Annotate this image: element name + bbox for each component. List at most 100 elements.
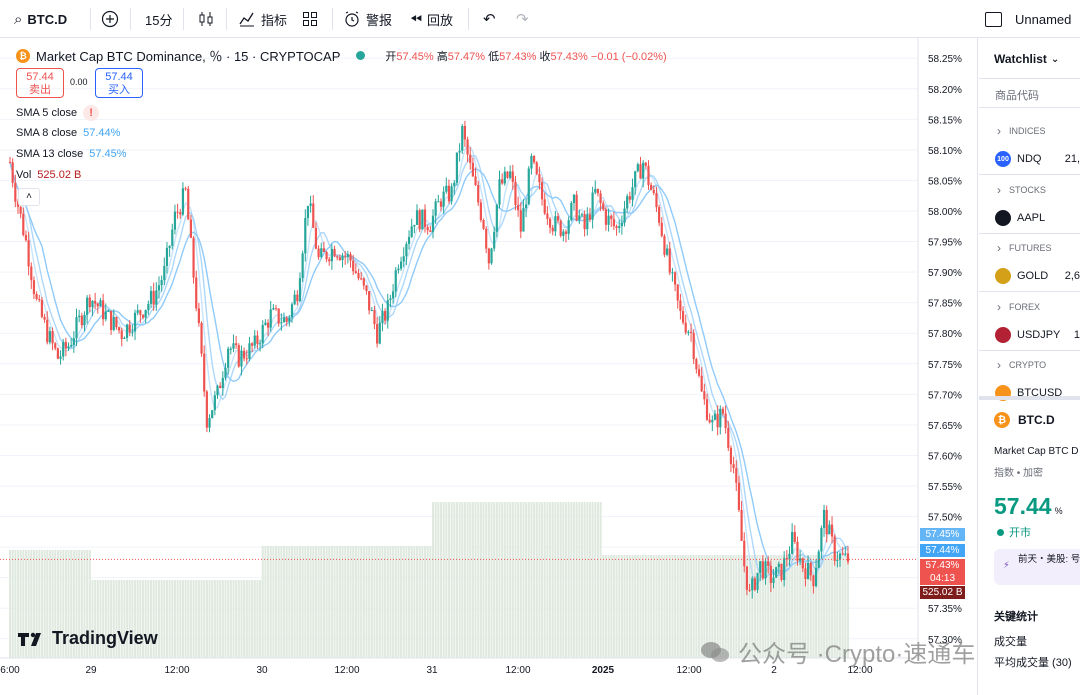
sma8-legend[interactable]: SMA 8 close 57.44% [16, 127, 120, 139]
replay-button[interactable]: ⏪︎ 回放 [410, 0, 453, 38]
candle-body [86, 297, 89, 315]
chart-pane[interactable]: 58.25% 58.20% 58.15% 58.10% 58.05% 58.00% 57.9… [0, 38, 978, 695]
watchlist-section-stocks[interactable]: › STOCKS [979, 181, 1080, 199]
watchlist-section-crypto[interactable]: › CRYPTO [979, 356, 1080, 374]
buy-price: 57.44 [105, 71, 133, 83]
candle-body [527, 168, 530, 205]
volume-bar [823, 555, 826, 658]
volume-bar [596, 502, 599, 658]
symbol-column-header[interactable]: 商品代码 [979, 78, 1080, 108]
candle-body [264, 322, 267, 325]
row-divider [979, 174, 1080, 175]
volume-legend[interactable]: Vol 525.02 B [16, 169, 81, 181]
volume-bar [142, 580, 145, 658]
volume-bar [136, 580, 139, 658]
chevron-up-icon: ˄ [26, 191, 32, 202]
chart-type-button[interactable] [197, 0, 215, 38]
watchlist-header[interactable]: Watchlist ⌄ [994, 52, 1059, 66]
volume-bar [767, 555, 770, 658]
collapse-legend-button[interactable]: ˄ [18, 188, 40, 206]
sma8-label: SMA 8 close [16, 127, 78, 139]
redo-button[interactable]: ↷ [516, 0, 529, 38]
layout-selector[interactable]: Unnamed [985, 0, 1071, 38]
volume-bar [322, 546, 325, 658]
candle-body [304, 218, 307, 254]
candle-body [538, 174, 541, 183]
volume-bar [458, 502, 461, 658]
candle-body [67, 346, 70, 349]
chevron-right-icon: › [997, 299, 1001, 314]
undo-button[interactable]: ↶ [483, 0, 496, 38]
candle-body [27, 240, 30, 267]
volume-bar [107, 580, 110, 658]
candle-body [269, 309, 272, 328]
detail-price: 57.44 % [994, 493, 1063, 520]
candle-body [16, 201, 20, 207]
candle-body [836, 559, 839, 561]
volume-bar [264, 546, 267, 658]
volume-bar [99, 580, 102, 658]
watchlist-section-futures[interactable]: › FUTURES [979, 239, 1080, 257]
candle-body [431, 215, 435, 232]
compare-button[interactable] [101, 0, 119, 38]
notice-banner[interactable]: ⚡ 前天・美股: 号 [994, 549, 1080, 585]
sma13-legend[interactable]: SMA 13 close 57.45% [16, 148, 127, 160]
volume-bar [328, 546, 331, 658]
alert-button[interactable]: 警报 [343, 0, 392, 38]
buy-button[interactable]: 57.44 买入 [95, 68, 143, 98]
volume-bar [679, 555, 682, 658]
volume-bar [469, 502, 472, 658]
watchlist-value: 2,6 [1064, 270, 1080, 282]
volume-bar [554, 502, 557, 658]
volume-bar [155, 580, 158, 658]
candle-body [469, 154, 472, 163]
watchlist-item[interactable]: USDJPY 1 [979, 322, 1080, 348]
candle-body [562, 231, 565, 236]
candle-body [543, 199, 546, 214]
status-dot-icon [997, 528, 1004, 536]
y-tick-label: 58.00% [928, 207, 962, 218]
volume-bar [160, 580, 163, 658]
x-tick-label: 12:00 [505, 665, 530, 676]
sell-button[interactable]: 57.44 卖出 [16, 68, 64, 98]
watchlist-section-indices[interactable]: › INDICES [979, 122, 1080, 140]
layouts-button[interactable] [302, 0, 318, 38]
watchlist-item[interactable]: BTCUSD [979, 380, 1080, 406]
candle-body [221, 377, 224, 389]
change-value: −0.01 (−0.02%) [590, 50, 667, 63]
candle-body [376, 324, 379, 344]
volume-bar [719, 555, 722, 658]
interval-button[interactable]: 15分 [145, 12, 173, 28]
candle-body [197, 308, 200, 323]
candle-body [341, 255, 344, 261]
volume-bar [14, 550, 17, 658]
candle-body [679, 300, 682, 312]
candle-body [564, 231, 568, 234]
volume-bar [541, 502, 544, 658]
volume-bar [737, 555, 740, 658]
candle-body [317, 248, 320, 258]
symbol-search[interactable]: ⌕ BTC.D [14, 0, 67, 38]
volume-bar [62, 550, 65, 658]
watchlist-item[interactable]: GOLD 2,6 [979, 263, 1080, 289]
candle-body [809, 562, 812, 576]
candle-body [261, 324, 264, 344]
sma5-legend[interactable]: SMA 5 close ! [16, 105, 100, 121]
price-chart[interactable]: 58.25% 58.20% 58.15% 58.10% 58.05% 58.00% 57.9… [0, 38, 978, 695]
volume-bar [631, 555, 634, 658]
watchlist-title: Watchlist [994, 52, 1047, 66]
indicators-button[interactable]: 指标 [238, 0, 287, 38]
volume-bar [431, 502, 435, 658]
volume-bar [487, 502, 490, 658]
candle-body [713, 413, 717, 420]
candle-body [783, 558, 786, 581]
candle-body [575, 194, 578, 221]
candle-body [224, 367, 227, 378]
watchlist-item[interactable]: 100 NDQ 21, [979, 146, 1080, 172]
section-label: INDICES [1009, 126, 1046, 136]
candle-body [554, 216, 557, 232]
volume-bar [277, 546, 280, 658]
volume-bar [9, 550, 12, 658]
watchlist-item[interactable]: AAPL [979, 205, 1080, 231]
watchlist-section-forex[interactable]: › FOREX [979, 298, 1080, 316]
